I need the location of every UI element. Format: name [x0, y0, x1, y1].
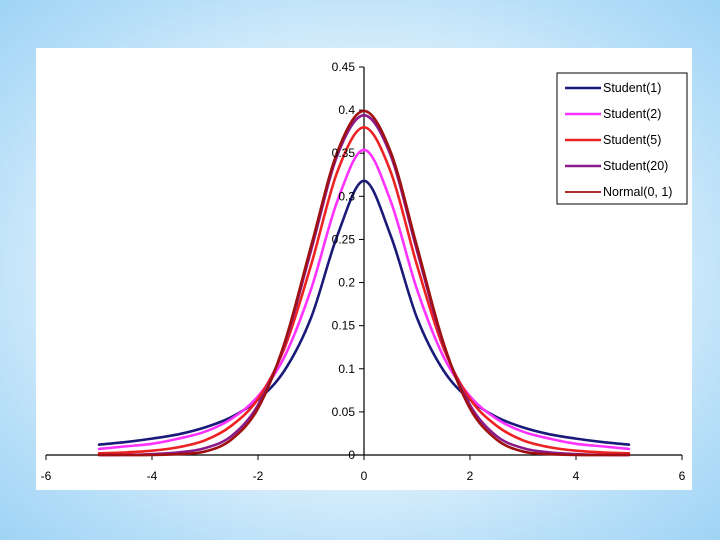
- tick-labels: -6 -4 -2 0 2 4 6 0 0.05 0.1 0.15 0.2 0.25 0.3 0.35 0.4 0…: [41, 60, 686, 483]
- series-line-1: [97, 148, 631, 451]
- series-lines: [97, 109, 631, 457]
- x-tick-label: 6: [679, 469, 686, 483]
- series-line-3: [97, 113, 631, 457]
- legend-label-3: Student(20): [603, 159, 668, 173]
- chart-panel: -6 -4 -2 0 2 4 6 0 0.05 0.1 0.15 0.2 0.25 0.3 0.35 0.4 0…: [36, 48, 692, 490]
- series-line-0: [97, 179, 631, 446]
- legend-box: [556, 72, 688, 205]
- y-tick-label: 0.2: [338, 276, 355, 290]
- x-tick-label: -6: [41, 469, 52, 483]
- legend: Student(1) Student(2) Student(5) Student(20…: [556, 72, 688, 205]
- distribution-chart: -6 -4 -2 0 2 4 6 0 0.05 0.1 0.15 0.2 0.25 0.3 0.35 0.4 0…: [41, 60, 688, 483]
- series-line-4: [97, 109, 631, 457]
- series-line-2: [97, 126, 631, 455]
- y-tick-label: 0.4: [338, 103, 355, 117]
- y-tick-label: 0.15: [332, 319, 356, 333]
- y-tick-label: 0.25: [332, 232, 356, 246]
- y-tick-label: 0.3: [338, 189, 355, 203]
- y-tick-label: 0: [348, 448, 355, 462]
- y-tick-label: 0.35: [332, 146, 356, 160]
- legend-label-2: Student(5): [603, 133, 661, 147]
- x-tick-label: 4: [573, 469, 580, 483]
- x-tick-label: 0: [361, 469, 368, 483]
- legend-label-4: Normal(0, 1): [603, 185, 672, 199]
- y-tick-label: 0.45: [332, 60, 356, 74]
- x-tick-label: -4: [147, 469, 158, 483]
- legend-label-1: Student(2): [603, 107, 661, 121]
- legend-label-0: Student(1): [603, 81, 661, 95]
- x-tick-label: -2: [253, 469, 264, 483]
- y-tick-label: 0.1: [338, 362, 355, 376]
- x-tick-label: 2: [467, 469, 474, 483]
- y-tick-label: 0.05: [332, 405, 356, 419]
